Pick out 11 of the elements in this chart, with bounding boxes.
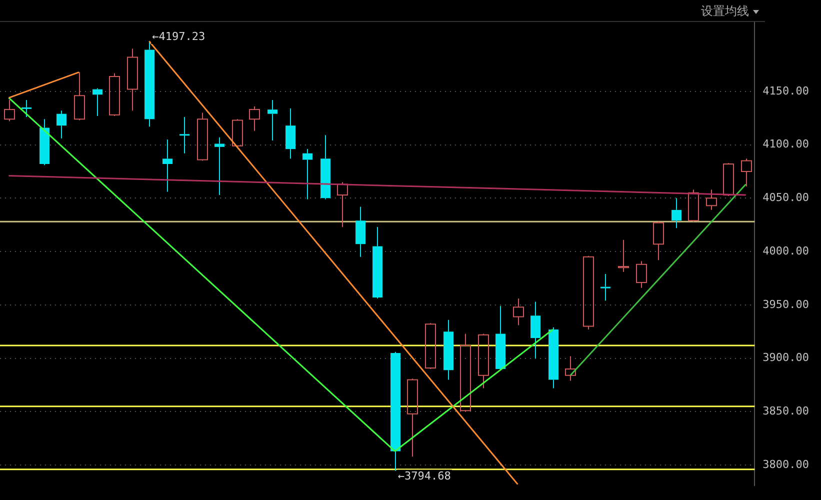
annotation: ←4197.23: [152, 30, 206, 43]
text: 设置均线: [701, 3, 749, 20]
annotation: ←3794.68: [398, 470, 451, 483]
y-tick-label: 3950.00: [762, 298, 809, 311]
y-tick-label: 3850.00: [762, 404, 809, 418]
y-tick-label: 4050.00: [762, 191, 809, 204]
y-tick-label: 3800.00: [762, 458, 809, 471]
y-tick-label: 4100.00: [762, 138, 809, 151]
y-tick-label: 4000.00: [762, 244, 809, 258]
y-tick-label: 3900.00: [762, 351, 809, 364]
y-tick-label: 4150.00: [762, 84, 809, 98]
